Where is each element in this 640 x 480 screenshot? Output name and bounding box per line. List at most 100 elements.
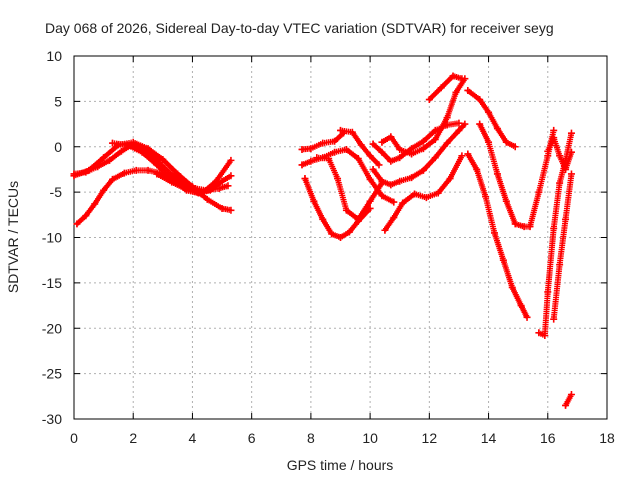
data-point (567, 170, 575, 178)
data-point (366, 152, 374, 160)
marker-band (464, 87, 517, 149)
data-point (123, 141, 131, 149)
series-arc-r (476, 120, 558, 231)
data-point (396, 177, 404, 185)
x-tick-label: 4 (189, 430, 197, 446)
data-point (319, 215, 327, 223)
series-arc-q (464, 150, 531, 321)
data-point (387, 181, 395, 189)
data-point (91, 200, 99, 208)
series-arc-g (298, 145, 398, 206)
data-point (482, 193, 490, 201)
data-point (218, 204, 226, 212)
series-arc-t (544, 134, 575, 173)
data-point (345, 228, 353, 236)
data-point (307, 145, 315, 153)
x-axis-label: GPS time / hours (287, 457, 394, 473)
data-point (485, 138, 493, 146)
y-tick-label: 10 (46, 48, 62, 64)
series-arc-m (381, 152, 466, 234)
data-point (419, 137, 427, 145)
data-point (144, 166, 152, 174)
marker-band (381, 154, 464, 234)
data-point (511, 143, 519, 151)
series-arc-e (153, 170, 235, 197)
y-tick-label: 5 (54, 93, 62, 109)
data-point (354, 215, 362, 223)
data-point (464, 86, 472, 94)
data-point (425, 96, 433, 104)
data-point (331, 137, 339, 145)
data-point (138, 148, 146, 156)
data-point (419, 166, 427, 174)
data-point (449, 72, 457, 80)
data-point (387, 157, 395, 165)
data-point (334, 175, 342, 183)
data-point (307, 157, 315, 165)
data-point (100, 154, 108, 162)
data-point (168, 178, 176, 186)
data-point (476, 96, 484, 104)
series-arc-v (562, 390, 575, 409)
y-tick-label: -20 (42, 320, 62, 336)
data-point (342, 145, 350, 153)
data-point (325, 155, 333, 163)
data-point (550, 134, 558, 142)
data-point (434, 189, 442, 197)
data-point (298, 161, 306, 169)
x-axis: 0 2 4 6 8 10 12 14 16 18 (70, 56, 615, 446)
data-point (366, 197, 374, 205)
data-point (337, 234, 344, 241)
x-tick-label: 18 (599, 430, 615, 446)
series-arc-f (298, 129, 347, 153)
data-point (476, 120, 484, 128)
data-point (511, 220, 519, 228)
data-point (411, 190, 419, 198)
data-point (458, 75, 466, 83)
y-axis-label: SDTVAR / TECUs (5, 181, 21, 293)
series-arc-p (464, 86, 519, 151)
data-point (348, 128, 356, 136)
data-point (399, 199, 407, 207)
data-point (535, 329, 543, 337)
data-point (535, 188, 543, 196)
data-point (452, 88, 460, 96)
x-tick-label: 10 (362, 430, 378, 446)
data-point (541, 332, 549, 340)
x-tick-label: 2 (129, 430, 137, 446)
data-point (375, 161, 383, 169)
x-tick-label: 12 (422, 430, 438, 446)
x-tick-label: 0 (70, 430, 78, 446)
data-point (464, 150, 472, 158)
data-point (461, 120, 469, 128)
data-point (567, 129, 575, 137)
data-point (396, 145, 404, 153)
data-point (396, 154, 404, 162)
y-tick-label: -5 (50, 184, 63, 200)
data-point (544, 147, 552, 155)
data-point (369, 165, 377, 173)
data-point (381, 226, 389, 234)
data-point (499, 256, 507, 264)
data-point (544, 288, 552, 296)
data-point (387, 133, 395, 141)
y-tick-label: 0 (54, 139, 62, 155)
data-point (378, 138, 386, 146)
data-point (144, 145, 152, 153)
data-point (567, 390, 575, 398)
data-point (108, 175, 116, 183)
y-tick-label: -30 (42, 411, 62, 427)
x-tick-label: 6 (248, 430, 256, 446)
series-arc-o (425, 72, 466, 104)
data-point (331, 148, 339, 156)
data-point (431, 135, 439, 143)
data-point (390, 198, 398, 206)
data-point (473, 165, 481, 173)
data-point (562, 215, 570, 223)
data-point (390, 214, 398, 222)
data-point (159, 155, 167, 163)
data-point (369, 140, 377, 148)
data-point (419, 145, 427, 153)
y-axis: 10 5 0 -5 -10 -15 -20 -25 -30 (42, 48, 607, 427)
